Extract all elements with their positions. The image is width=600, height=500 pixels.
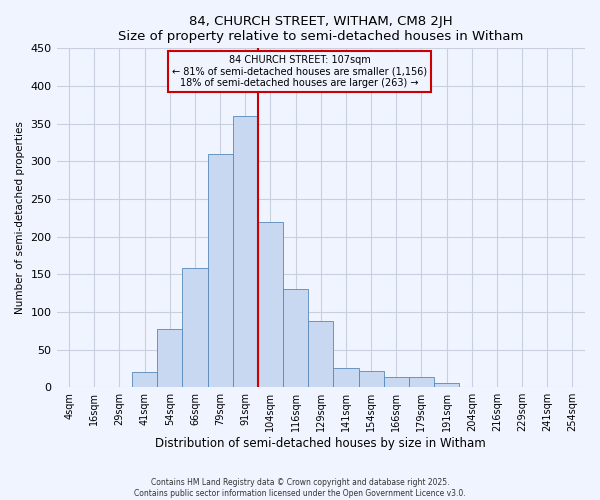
Text: Contains HM Land Registry data © Crown copyright and database right 2025.
Contai: Contains HM Land Registry data © Crown c…: [134, 478, 466, 498]
Bar: [182, 268, 208, 387]
X-axis label: Distribution of semi-detached houses by size in Witham: Distribution of semi-detached houses by …: [155, 437, 486, 450]
Bar: [409, 378, 434, 387]
Bar: [359, 372, 383, 387]
Bar: [283, 290, 308, 387]
Bar: [334, 368, 359, 387]
Bar: [308, 321, 334, 387]
Bar: [233, 116, 258, 387]
Text: 84 CHURCH STREET: 107sqm
← 81% of semi-detached houses are smaller (1,156)
18% o: 84 CHURCH STREET: 107sqm ← 81% of semi-d…: [172, 55, 427, 88]
Title: 84, CHURCH STREET, WITHAM, CM8 2JH
Size of property relative to semi-detached ho: 84, CHURCH STREET, WITHAM, CM8 2JH Size …: [118, 15, 523, 43]
Bar: [258, 222, 283, 387]
Y-axis label: Number of semi-detached properties: Number of semi-detached properties: [15, 122, 25, 314]
Bar: [383, 376, 409, 387]
Bar: [434, 382, 459, 387]
Bar: [208, 154, 233, 387]
Bar: [132, 372, 157, 387]
Bar: [157, 329, 182, 387]
